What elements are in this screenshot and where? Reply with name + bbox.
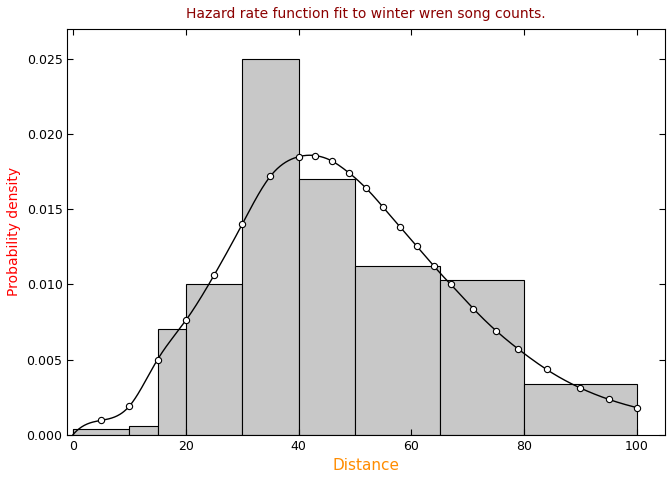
Bar [524,384,637,434]
Title: Hazard rate function fit to winter wren song counts.: Hazard rate function fit to winter wren … [186,7,546,21]
Y-axis label: Probability density: Probability density [7,168,21,297]
Bar [242,59,298,434]
Bar [439,280,524,434]
Bar [130,426,157,434]
Bar [355,266,439,434]
X-axis label: Distance: Distance [333,458,400,473]
Bar [185,285,242,434]
Bar [298,179,355,434]
Bar [157,329,185,434]
Bar [73,429,130,434]
